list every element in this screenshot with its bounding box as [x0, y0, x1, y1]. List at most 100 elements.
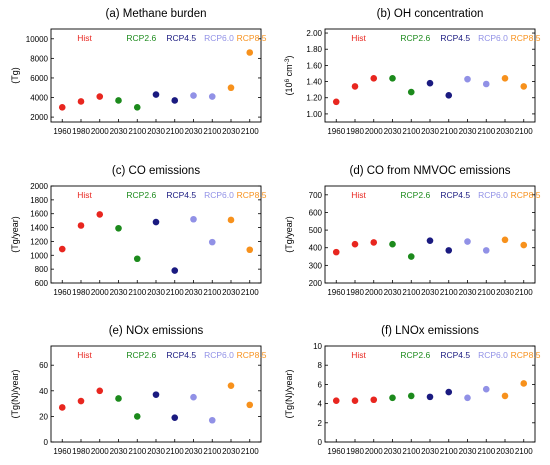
legend-label: RCP6.0 [204, 33, 234, 43]
y-axis-label-exponent: 6 [284, 78, 291, 82]
x-tick-label: 1980 [72, 127, 90, 136]
data-point [152, 391, 160, 398]
x-tick-label: 2100 [440, 447, 458, 456]
y-tick-label: 10 [313, 342, 322, 351]
legend-label: RCP8.5 [511, 33, 541, 43]
x-tick-label: 1960 [53, 288, 71, 297]
y-tick-label: 200 [309, 279, 323, 288]
y-axis-label-part: ) [284, 56, 294, 59]
x-tick-label: 2030 [421, 288, 439, 297]
panel-title: (d) CO from NMVOC emissions [349, 165, 510, 177]
x-tick-label: 2100 [166, 288, 184, 297]
data-point [370, 75, 378, 82]
data-point [426, 237, 434, 244]
y-tick-label: 1800 [30, 196, 48, 205]
data-point [482, 80, 490, 88]
x-tick-label: 2030 [147, 127, 165, 136]
x-tick-label: 1980 [346, 447, 364, 456]
x-tick-label: 2100 [166, 127, 184, 136]
x-tick-label: 2030 [222, 447, 240, 456]
data-point [520, 241, 528, 249]
x-tick-label: 1960 [327, 447, 345, 456]
x-tick-label: 2000 [91, 447, 109, 456]
legend-label: RCP4.5 [440, 350, 470, 360]
panel-title: (f) LNOx emissions [381, 325, 479, 337]
legend-label: RCP8.5 [511, 190, 541, 200]
data-point [332, 98, 340, 106]
x-tick-label: 1980 [72, 447, 90, 456]
data-point [482, 385, 490, 393]
y-tick-label: 4000 [30, 94, 48, 103]
data-point [464, 75, 471, 83]
data-point [464, 238, 471, 245]
y-axis-label: (Tg(N)/year) [284, 369, 294, 418]
y-tick-label: 0 [44, 438, 49, 447]
chart-panel-b: (b) OH concentration 1.00 1.20 1.40 1.60 1.80… [284, 8, 541, 136]
y-tick-label: 1400 [30, 224, 48, 233]
data-point [389, 240, 396, 248]
legend-label: RCP2.6 [126, 33, 156, 43]
x-tick-label: 2000 [365, 447, 383, 456]
data-point [171, 267, 179, 274]
x-tick-label: 1960 [53, 127, 71, 136]
x-tick-label: 2100 [402, 127, 420, 136]
x-tick-label: 2030 [384, 127, 402, 136]
data-point [190, 215, 197, 223]
y-tick-label: 1.20 [306, 94, 322, 103]
legend-label: RCP8.5 [237, 350, 267, 360]
panel-title: (a) Methane burden [105, 8, 206, 20]
x-tick-label: 2100 [128, 288, 146, 297]
legend-label: RCP6.0 [478, 33, 508, 43]
chart-panel-c: (c) CO emissions 600 800 1000 1200 1400 1600 18… [10, 165, 267, 297]
data-point [407, 88, 415, 96]
data-point [115, 395, 122, 402]
y-tick-label: 2.00 [306, 29, 322, 38]
legend-label: RCP4.5 [166, 190, 196, 200]
data-point [133, 413, 141, 420]
data-point [407, 392, 415, 400]
legend-label: RCP6.0 [478, 190, 508, 200]
y-tick-label: 60 [39, 361, 48, 370]
x-tick-label: 2100 [241, 447, 259, 456]
data-point [58, 404, 66, 411]
legend-label: RCP6.0 [204, 190, 234, 200]
data-point [133, 104, 141, 111]
x-tick-label: 2000 [91, 127, 109, 136]
y-tick-label: 400 [309, 244, 323, 253]
legend-label: Hist [351, 190, 366, 200]
data-point [246, 401, 254, 409]
y-tick-label: 6 [318, 380, 323, 389]
data-point [351, 83, 359, 90]
x-tick-label: 2030 [421, 447, 439, 456]
y-tick-label: 500 [309, 226, 323, 235]
x-tick-label: 2100 [440, 127, 458, 136]
x-tick-label: 2030 [496, 288, 514, 297]
x-tick-label: 2100 [515, 447, 533, 456]
legend-label: RCP2.6 [400, 33, 430, 43]
y-axis-label-part: cm [284, 64, 294, 79]
data-point [370, 239, 378, 246]
x-tick-label: 2100 [402, 288, 420, 297]
x-tick-label: 1960 [327, 288, 345, 297]
x-tick-label: 2030 [384, 447, 402, 456]
data-point [190, 393, 197, 401]
data-point [389, 394, 396, 402]
data-point [152, 91, 160, 98]
y-tick-label: 1000 [30, 251, 48, 260]
data-point [351, 240, 359, 248]
x-tick-label: 2000 [91, 288, 109, 297]
data-point [96, 93, 104, 100]
data-point [58, 104, 66, 111]
y-tick-label: 2000 [30, 182, 48, 191]
data-point [332, 248, 340, 256]
y-tick-label: 10000 [26, 35, 49, 44]
x-tick-label: 2100 [203, 288, 221, 297]
legend-label: RCP6.0 [204, 350, 234, 360]
y-tick-label: 2000 [30, 113, 48, 122]
data-point [445, 92, 453, 99]
data-point [520, 380, 528, 387]
x-tick-label: 2030 [222, 288, 240, 297]
data-point [389, 75, 396, 82]
x-tick-label: 2030 [185, 447, 203, 456]
